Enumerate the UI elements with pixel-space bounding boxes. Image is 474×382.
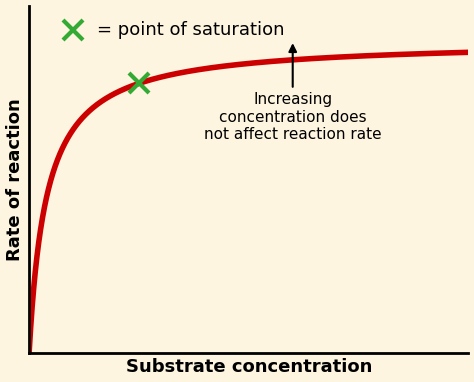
Y-axis label: Rate of reaction: Rate of reaction (6, 98, 24, 261)
X-axis label: Substrate concentration: Substrate concentration (126, 358, 372, 376)
Text: Increasing
concentration does
not affect reaction rate: Increasing concentration does not affect… (204, 45, 382, 142)
Text: = point of saturation: = point of saturation (97, 21, 285, 39)
